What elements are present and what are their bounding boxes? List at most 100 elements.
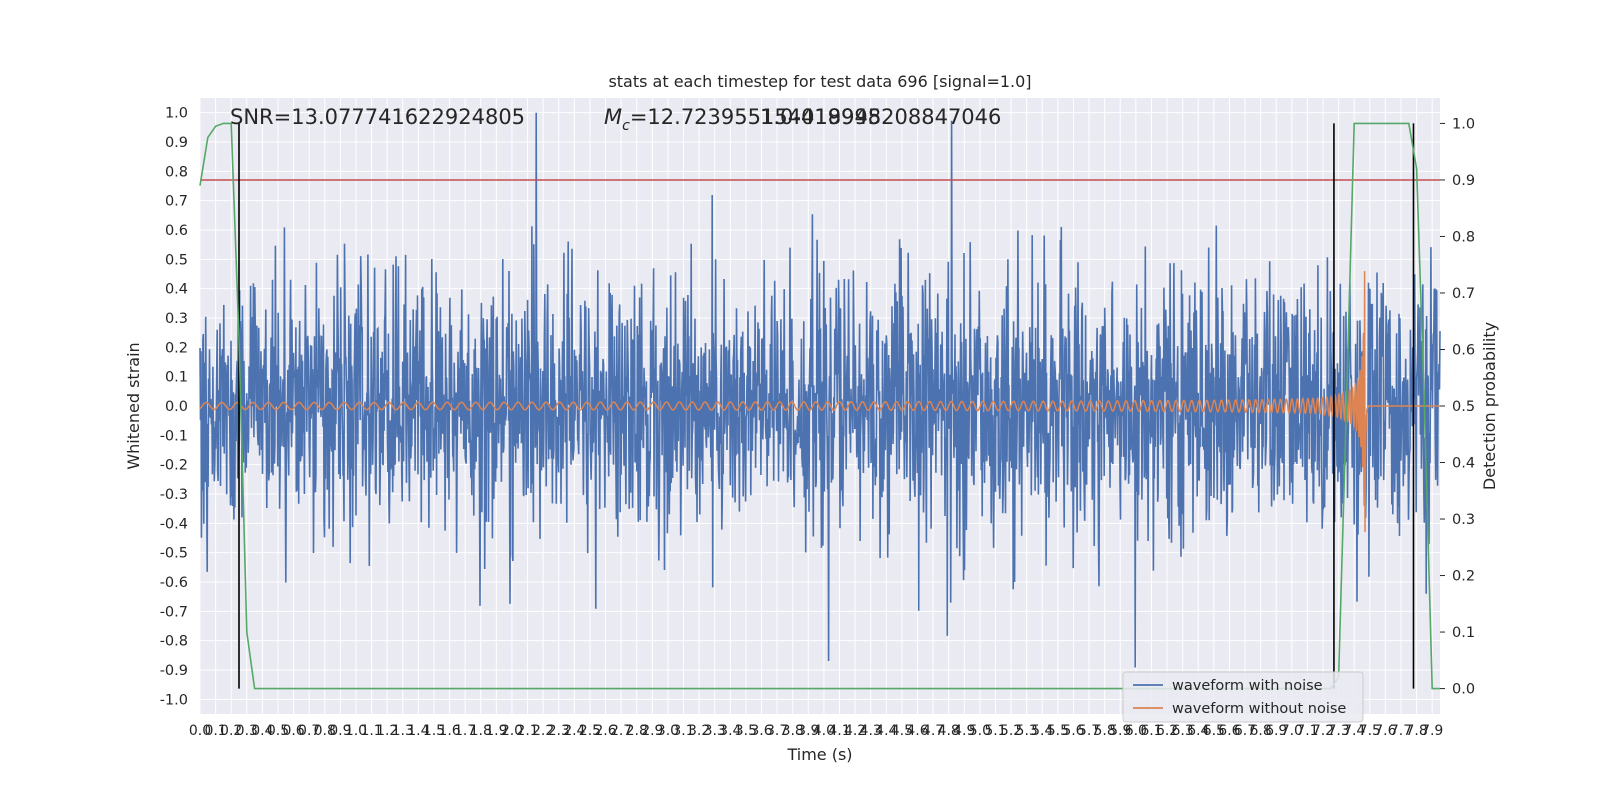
x-tick-label: 5.8 xyxy=(1094,723,1116,739)
x-tick-label: 4.5 xyxy=(891,723,913,739)
x-tick-label: 2.8 xyxy=(626,723,648,739)
x-tick-label: 4.0 xyxy=(813,723,835,739)
x-tick-label: 3.8 xyxy=(782,723,804,739)
x-tick-label: 0.2 xyxy=(220,723,242,739)
x-axis-label: Time (s) xyxy=(786,745,852,764)
x-tick-label: 0.8 xyxy=(314,723,336,739)
x-tick-label: 4.1 xyxy=(828,723,850,739)
x-tick-label: 3.0 xyxy=(657,723,679,739)
x-tick-label: 7.6 xyxy=(1374,723,1396,739)
x-tick-label: 5.1 xyxy=(984,723,1006,739)
x-tick-label: 6.2 xyxy=(1156,723,1178,739)
y2-tick-label: 0.4 xyxy=(1452,456,1475,472)
x-tick-label: 3.4 xyxy=(719,723,741,739)
x-tick-label: 7.0 xyxy=(1281,723,1303,739)
y-tick-label: -0.5 xyxy=(160,546,188,562)
x-tick-label: 6.1 xyxy=(1140,723,1162,739)
x-tick-label: 6.4 xyxy=(1187,723,1209,739)
x-tick-label: 0.6 xyxy=(282,723,304,739)
x-tick-label: 6.8 xyxy=(1249,723,1271,739)
x-tick-label: 3.5 xyxy=(735,723,757,739)
x-tick-label: 6.7 xyxy=(1234,723,1256,739)
x-tick-label: 1.1 xyxy=(360,723,382,739)
x-tick-label: 5.3 xyxy=(1016,723,1038,739)
x-tick-label: 3.1 xyxy=(672,723,694,739)
y-tick-label: 0.3 xyxy=(165,311,188,327)
x-tick-label: 5.7 xyxy=(1078,723,1100,739)
x-tick-label: 3.9 xyxy=(797,723,819,739)
x-tick-label: 2.4 xyxy=(563,723,585,739)
mc-symbol: M xyxy=(604,105,622,129)
y-tick-label: 0.5 xyxy=(165,252,188,268)
x-tick-label: 1.7 xyxy=(454,723,476,739)
x-tick-label: 6.3 xyxy=(1172,723,1194,739)
y-tick-label: -1.0 xyxy=(160,692,188,708)
y-tick-label: 1.0 xyxy=(165,106,188,122)
x-tick-label: 1.3 xyxy=(392,723,414,739)
legend: waveform with noise waveform without noi… xyxy=(1122,671,1364,723)
x-tick-label: 6.6 xyxy=(1218,723,1240,739)
x-tick-label: 1.2 xyxy=(376,723,398,739)
y-tick-label: 0.6 xyxy=(165,223,188,239)
x-tick-label: 5.6 xyxy=(1062,723,1084,739)
x-tick-label: 2.6 xyxy=(594,723,616,739)
x-tick-label: 4.3 xyxy=(860,723,882,739)
x-tick-label: 1.8 xyxy=(470,723,492,739)
x-tick-label: 7.9 xyxy=(1421,723,1443,739)
x-tick-label: 7.1 xyxy=(1296,723,1318,739)
y-tick-label: 0.2 xyxy=(165,340,188,356)
y2-tick-label: 0.9 xyxy=(1452,173,1475,189)
y-tick-label: -0.1 xyxy=(160,428,188,444)
y-tick-label: -0.9 xyxy=(160,663,188,679)
x-tick-label: 2.3 xyxy=(548,723,570,739)
y-tick-label: 0.9 xyxy=(165,135,188,151)
x-tick-label: 1.9 xyxy=(485,723,507,739)
x-tick-label: 0.5 xyxy=(267,723,289,739)
y-tick-label: -0.3 xyxy=(160,487,188,503)
x-tick-label: 4.6 xyxy=(906,723,928,739)
x-tick-label: 4.8 xyxy=(938,723,960,739)
y2-tick-label: 0.8 xyxy=(1452,229,1475,245)
x-tick-label: 0.9 xyxy=(329,723,351,739)
x-tick-label: 4.4 xyxy=(875,723,897,739)
x-tick-label: 7.8 xyxy=(1405,723,1427,739)
y2-tick-label: 0.3 xyxy=(1452,512,1475,528)
x-tick-label: 6.5 xyxy=(1203,723,1225,739)
tick-labels: 0.00.10.20.30.40.50.60.70.80.91.01.11.21… xyxy=(160,106,1475,739)
x-tick-label: 5.4 xyxy=(1031,723,1053,739)
x-tick-label: 1.5 xyxy=(423,723,445,739)
x-tick-label: 2.7 xyxy=(610,723,632,739)
y-tick-label: 0.4 xyxy=(165,282,188,298)
x-tick-label: 3.7 xyxy=(766,723,788,739)
x-tick-label: 2.1 xyxy=(516,723,538,739)
y2-tick-label: 1.0 xyxy=(1452,116,1475,132)
x-tick-label: 7.4 xyxy=(1343,723,1365,739)
y2-tick-label: 0.7 xyxy=(1452,286,1475,302)
x-tick-label: 7.5 xyxy=(1359,723,1381,739)
series-waveform-with-noise xyxy=(199,112,1441,668)
x-tick-label: 5.2 xyxy=(1000,723,1022,739)
x-tick-label: 0.7 xyxy=(298,723,320,739)
x-tick-label: 4.7 xyxy=(922,723,944,739)
chart-title: stats at each timestep for test data 696… xyxy=(608,72,1031,91)
x-tick-label: 1.6 xyxy=(438,723,460,739)
x-tick-label: 1.4 xyxy=(407,723,429,739)
x-tick-label: 2.9 xyxy=(641,723,663,739)
legend-label-clean: waveform without noise xyxy=(1172,701,1346,717)
y2-tick-label: 0.5 xyxy=(1452,399,1475,415)
y-tick-label: -0.2 xyxy=(160,458,188,474)
x-tick-label: 0.1 xyxy=(204,723,226,739)
x-tick-label: 3.2 xyxy=(688,723,710,739)
y-tick-label: 0.1 xyxy=(165,370,188,386)
x-tick-label: 6.0 xyxy=(1125,723,1147,739)
mc-value: =12.723955154018945 xyxy=(630,105,881,129)
x-tick-label: 3.6 xyxy=(750,723,772,739)
y-tick-label: -0.7 xyxy=(160,604,188,620)
y2-axis-label: Detection probability xyxy=(1480,322,1499,490)
snr-annotation: SNR=13.077741622924805 xyxy=(230,105,525,129)
x-tick-label: 2.5 xyxy=(579,723,601,739)
x-tick-label: 0.0 xyxy=(189,723,211,739)
x-tick-label: 7.7 xyxy=(1390,723,1412,739)
chirp-mass-annotation: Mc=12.723955154018945 xyxy=(604,105,881,134)
